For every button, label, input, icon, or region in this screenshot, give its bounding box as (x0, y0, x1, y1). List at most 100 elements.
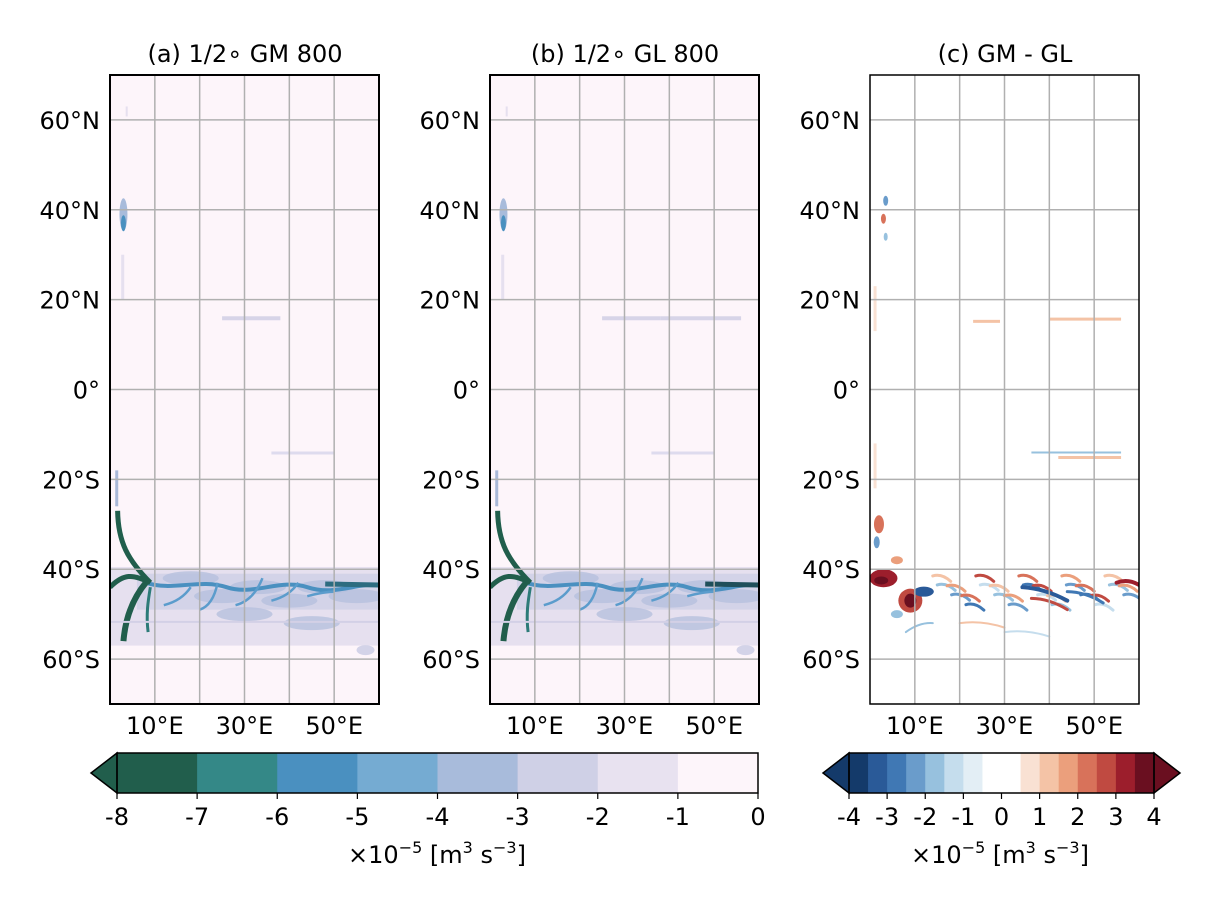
nh-bc-core (500, 215, 506, 232)
y-ticklabel: 60°S (422, 646, 480, 674)
colorbar-left-ticklabel: -4 (426, 803, 450, 831)
streak-neg (1007, 602, 1029, 612)
band-16n-a (973, 319, 1001, 323)
colorbar-left-label: ×10−5 [m3 s−3] (348, 838, 526, 869)
colorbar-right-ticklabel: 0 (994, 803, 1009, 831)
band-16n-east (660, 316, 742, 321)
eddy-blob (283, 616, 340, 631)
x-ticklabel: 30°E (216, 712, 274, 740)
colorbar-left-ticklabel: -7 (185, 803, 209, 831)
colorbar-right-ticklabel: -3 (875, 803, 899, 831)
meander (306, 590, 335, 598)
eddy-neg-2 (890, 610, 903, 619)
panel-a-grid (110, 75, 379, 704)
acc-jet (525, 580, 759, 593)
colorbar-right-segment (868, 753, 888, 793)
colorbar-right-label: ×10−5 [m3 s−3] (911, 838, 1089, 869)
colorbar-right-extend-max (1153, 751, 1182, 795)
panel-a: (a) 1/2∘ GM 800 60°N40°N20°N0°20°S40°S60… (40, 40, 380, 740)
eddy-neg (913, 586, 934, 597)
colorbar-right-ticklabel: -2 (913, 803, 937, 831)
colorbar-right-segment (1039, 753, 1060, 793)
colorbar-left-ticklabel: -5 (345, 803, 369, 831)
panel-b: (b) 1/2∘ GL 800 60°N40°N20°N0°20°S40°S60… (420, 40, 760, 740)
streak-pos (1074, 583, 1096, 593)
nh-faint (873, 286, 877, 332)
colorbar-left-segment (197, 753, 278, 793)
eddy-pos-core (904, 593, 917, 608)
panel-a-x-ticklabels: 10°E 30°E 50°E (126, 712, 363, 740)
retroflection (490, 574, 532, 589)
y-ticklabel: 40°N (800, 197, 861, 225)
streak-neg-strong-2 (1065, 590, 1105, 605)
colorbar-right-ticklabel: -1 (951, 803, 975, 831)
colorbar-right-segment (1020, 753, 1041, 793)
streak-neg-faint-2 (904, 622, 934, 634)
colorbar-right-segment (906, 753, 926, 793)
colorbar-left-ticklabel: -8 (105, 803, 129, 831)
nh-spot (125, 106, 128, 117)
y-ticklabel: 60°N (40, 107, 101, 135)
panel-b-x-ticklabels: 10°E 30°E 50°E (506, 712, 743, 740)
colorbar-left-segment (277, 753, 358, 793)
panel-b-title: (b) 1/2∘ GL 800 (531, 40, 719, 68)
panel-c-grid (870, 75, 1139, 704)
nh-neg-2 (883, 232, 888, 241)
streak-pos (1060, 573, 1082, 583)
wbc-jet (115, 510, 153, 585)
meander (543, 586, 572, 607)
y-ticklabel: 40°N (40, 197, 101, 225)
meander (235, 577, 264, 607)
colorbar-left-segment (677, 753, 759, 793)
panel-b-frame (489, 74, 760, 705)
colorbar-right-segment (982, 753, 1002, 793)
y-ticklabel: 20°N (40, 287, 101, 315)
panel-c: (c) GM - GL 60°N 40°N 20°N 0° 20°S 40°S 60°S 1… (800, 40, 1140, 740)
panel-a-title: (a) 1/2∘ GM 800 (147, 40, 342, 68)
streak-pos (931, 573, 953, 583)
colorbar-right-ticklabel: 2 (1070, 803, 1085, 831)
nh-bc-core (120, 215, 126, 232)
band-16n (222, 316, 281, 321)
colorbar-right-ticklabel: -4 (837, 803, 861, 831)
y-ticklabel: 40°S (42, 556, 100, 584)
eddy-blob (542, 571, 599, 586)
dipole-pos-core (874, 576, 889, 585)
x-ticklabel: 30°E (596, 712, 654, 740)
x-ticklabel: 10°E (126, 712, 184, 740)
colorbar-right-segment (849, 753, 869, 793)
y-ticklabel: 40°S (422, 556, 480, 584)
x-ticklabel: 10°E (886, 712, 944, 740)
meander (163, 586, 192, 607)
panel-c-field (870, 195, 1139, 638)
wbc-branch (120, 580, 149, 642)
band-16n (602, 316, 661, 321)
x-ticklabel: 50°E (305, 712, 363, 740)
streak-pos (959, 593, 981, 603)
colorbar-left-segment (357, 753, 438, 793)
colorbar-right-segment (1134, 753, 1155, 793)
colorbar-left-segment (437, 753, 519, 793)
acc-jet (145, 580, 379, 593)
se-blob (356, 645, 375, 656)
colorbar-right-segment (1058, 753, 1079, 793)
y-ticklabel: 60°S (42, 646, 100, 674)
acc-jet-core (325, 581, 379, 588)
x-ticklabel: 30°E (976, 712, 1034, 740)
streak-pos (974, 573, 996, 583)
wbc-pos-2 (890, 556, 903, 565)
nh-bc-tail (501, 254, 505, 300)
panel-a-y-ticklabels: 60°N 40°N 20°N 0° 20°S 40°S 60°S (40, 107, 101, 674)
retroflection (110, 574, 152, 589)
colorbar-left-ticklabel: 0 (750, 803, 765, 831)
colorbar-right-segment (887, 753, 907, 793)
x-ticklabel: 50°E (685, 712, 743, 740)
sh-faint (873, 443, 877, 489)
x-ticklabel: 10°E (506, 712, 564, 740)
colorbar-right-segment (963, 753, 983, 793)
nh-bc-tail (121, 254, 125, 300)
x-ticklabel: 50°E (1065, 712, 1123, 740)
wbc-pos (873, 515, 884, 534)
streak-neg (1122, 592, 1139, 600)
